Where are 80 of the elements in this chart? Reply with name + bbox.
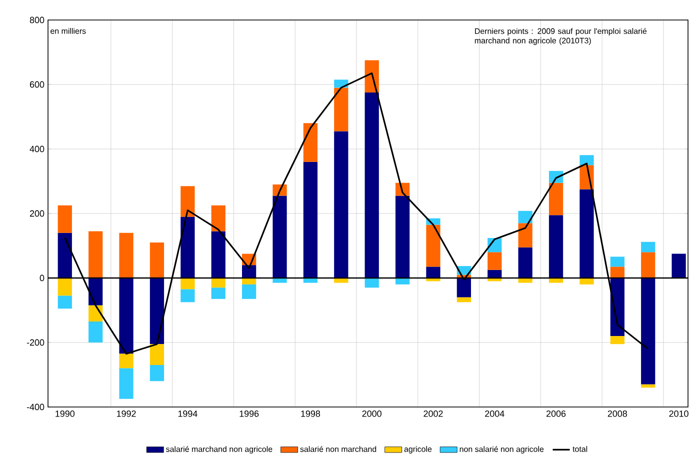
bar — [303, 278, 318, 283]
x-tick-label: 1998 — [301, 410, 320, 417]
bar — [672, 254, 686, 278]
bar — [610, 336, 624, 344]
bar — [242, 278, 256, 284]
bar — [548, 215, 564, 278]
bar — [88, 322, 103, 342]
bar — [580, 155, 594, 166]
x-tick-label: 2000 — [362, 410, 382, 417]
bar — [456, 278, 471, 298]
bar — [119, 354, 134, 368]
bar — [119, 278, 134, 354]
x-tick-label: 2004 — [485, 410, 504, 417]
bar — [548, 182, 564, 216]
bar — [518, 223, 532, 248]
bar — [119, 232, 134, 278]
x-tick-label: 2002 — [424, 410, 443, 417]
bar — [395, 278, 410, 284]
bar — [580, 189, 594, 278]
bar — [58, 296, 72, 309]
bar — [548, 278, 564, 283]
y-tick-label: -400 — [26, 404, 44, 410]
bar — [488, 270, 502, 278]
x-tick-label: 2010 — [669, 410, 688, 417]
bar — [364, 92, 379, 278]
x-tick-label: 2008 — [608, 410, 627, 417]
x-tick-label: 1994 — [178, 410, 198, 417]
bar — [641, 384, 656, 388]
bar — [150, 278, 164, 344]
bar — [426, 224, 440, 267]
bar — [150, 242, 164, 278]
bar — [303, 162, 318, 278]
bar — [488, 252, 502, 270]
bar — [641, 252, 656, 278]
bar — [180, 278, 195, 290]
bar — [58, 232, 72, 278]
bar — [58, 278, 72, 296]
bar — [180, 216, 195, 278]
bar — [334, 88, 348, 132]
bar — [180, 289, 195, 302]
bar — [395, 196, 410, 278]
y-tick-label: 200 — [30, 210, 44, 217]
bar — [242, 284, 256, 299]
y-tick-label: -200 — [26, 339, 44, 346]
y-tick-label: 0 — [40, 274, 44, 282]
bar — [426, 266, 440, 278]
bar — [88, 231, 103, 278]
bar — [211, 205, 226, 232]
bar — [211, 231, 226, 278]
bar — [518, 210, 532, 224]
x-tick-label: 1996 — [240, 410, 259, 417]
bar — [272, 196, 287, 278]
bar — [580, 278, 594, 284]
bar — [641, 242, 656, 252]
bar — [641, 278, 656, 384]
bar — [150, 365, 164, 382]
bar — [364, 278, 379, 288]
bar — [150, 344, 164, 366]
bar — [518, 247, 532, 278]
bar — [334, 131, 348, 278]
bar — [242, 265, 256, 278]
bar — [518, 278, 532, 283]
x-tick-label: 2006 — [546, 410, 566, 417]
bar — [610, 256, 624, 267]
x-tick-label: 1992 — [116, 410, 136, 417]
bar — [272, 278, 287, 283]
bar — [334, 278, 348, 283]
y-tick-label: 800 — [30, 16, 44, 24]
y-tick-label: 400 — [30, 146, 44, 152]
bar — [211, 278, 226, 288]
bar — [180, 186, 195, 217]
bar — [456, 297, 471, 302]
bar — [88, 278, 103, 306]
bar — [119, 368, 134, 399]
bar — [211, 288, 226, 299]
bar — [303, 123, 318, 162]
bar — [610, 266, 624, 278]
y-tick-label: 600 — [30, 81, 44, 88]
bar — [58, 205, 72, 233]
x-tick-label: 1990 — [56, 410, 75, 417]
